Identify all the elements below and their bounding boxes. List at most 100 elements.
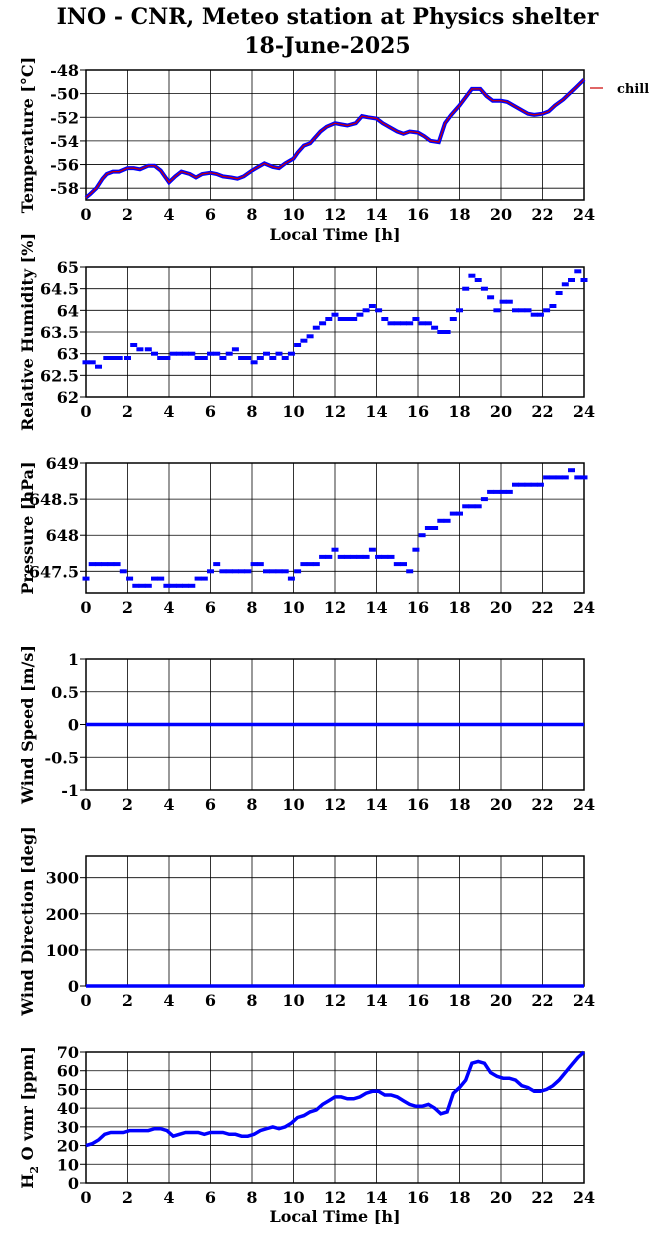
y-tick-label: 0.5 [51,683,79,702]
data-point [256,562,264,567]
x-tick-label: 4 [163,402,174,421]
data-point [269,356,277,360]
y-axis-label: Relative Humidity [%] [18,233,37,431]
x-tick-label: 8 [246,205,257,224]
data-point [412,317,420,321]
y-tick-label: -54 [50,132,79,151]
data-point [238,356,246,360]
data-point [225,569,233,574]
data-point [356,554,364,559]
x-tick-label: 22 [531,402,553,421]
data-point [163,583,171,588]
data-point [431,325,439,330]
x-tick-label: 16 [407,1188,429,1207]
plot-frame [85,69,585,201]
plot-frame [85,1051,585,1184]
x-tick-label: 6 [205,991,216,1010]
x-tick-label: 10 [282,402,304,421]
data-point [281,356,289,360]
data-point [263,569,270,574]
y-tick-label: 20 [57,1137,79,1156]
data-point [518,482,526,487]
x-tick-label: 12 [324,402,346,421]
x-tick-label: 16 [407,402,429,421]
x-tick-label: 8 [246,402,257,421]
x-tick-label: 20 [490,1188,512,1207]
y-tick-label: 70 [57,1043,79,1062]
data-point [462,286,470,291]
data-point [200,576,208,581]
data-point [331,312,339,317]
x-tick-label: 2 [122,402,133,421]
data-point [555,291,563,295]
x-tick-label: 4 [163,1188,174,1207]
data-point [188,583,196,588]
y-tick-label: -56 [50,156,79,175]
x-tick-label: 8 [246,598,257,617]
data-point [151,576,158,581]
y-axis-label: Wind Direction [deg] [18,826,37,1017]
y-tick-label: 64 [57,301,79,320]
data-point [443,330,451,334]
data-point [387,321,395,326]
data-point [119,569,127,574]
data-point [325,317,333,321]
data-point [306,562,314,567]
x-tick-label: 12 [324,205,346,224]
data-point [207,351,214,356]
data-point [163,356,171,360]
data-point [393,562,401,567]
data-point [381,554,389,559]
y-axis-label: Pressure [hPa] [18,461,37,594]
legend-label: chill [617,82,649,97]
data-point [362,554,370,559]
data-point [406,321,414,326]
y-tick-label: 648 [46,526,79,545]
data-series-line [85,1050,586,1148]
data-point [443,518,451,523]
y-tick-label: 100 [46,941,79,960]
data-point [287,351,295,356]
y-tick-label: 30 [57,1118,79,1137]
x-tick-label: 0 [80,205,91,224]
data-point [474,504,482,509]
data-point [400,321,407,326]
x-tick-label: 24 [573,598,595,617]
x-tick-label: 18 [448,598,470,617]
data-point [356,312,364,317]
y-tick-label: -52 [50,108,79,127]
x-tick-label: 2 [122,795,133,814]
data-point [300,562,308,567]
data-point [350,317,358,321]
data-point [250,562,258,567]
data-point [368,547,376,552]
data-point [424,321,432,326]
x-tick-label: 2 [122,1188,133,1207]
data-point [337,554,345,559]
data-point [480,286,488,291]
x-tick-label: 22 [531,991,553,1010]
data-point [157,576,165,581]
y-tick-label: 50 [57,1080,79,1099]
data-point [263,351,270,356]
data-point [337,317,345,321]
data-point [343,554,351,559]
x-tick-label: 10 [282,795,304,814]
data-point [474,278,482,282]
data-point [574,269,582,274]
data-point [175,583,183,588]
data-point [115,356,123,360]
data-point [499,489,507,494]
chart-title-line2: 18-June-2025 [244,33,411,59]
data-point [536,312,544,317]
y-tick-label: 65 [57,258,79,277]
data-point [499,299,507,304]
data-point [312,325,320,330]
data-point [194,576,202,581]
data-point [412,547,420,552]
x-tick-label: 20 [490,402,512,421]
x-tick-label: 24 [573,205,595,224]
data-point [387,554,395,559]
data-point [95,364,102,369]
data-point [580,475,588,480]
